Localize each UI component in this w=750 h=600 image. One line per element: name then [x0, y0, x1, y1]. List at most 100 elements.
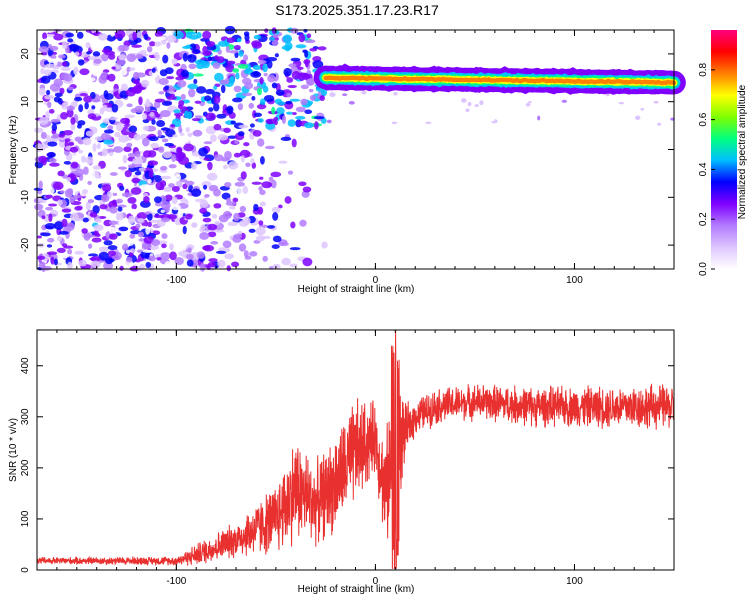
spectral-cell [132, 31, 138, 41]
spectral-cell [119, 185, 125, 191]
spectral-cell [244, 82, 254, 90]
spectral-cell [92, 205, 100, 214]
spectral-cell [140, 251, 150, 259]
spectral-cell [253, 112, 263, 118]
spectral-cell [67, 38, 74, 43]
spectral-cell [79, 93, 88, 97]
spectral-cell [297, 66, 304, 70]
spectral-cell [210, 241, 219, 245]
spectral-cell [50, 54, 57, 60]
spectral-cell [127, 164, 136, 169]
spectral-cell [104, 50, 116, 56]
spectral-cell [249, 251, 258, 257]
spectral-cell [271, 206, 281, 213]
snr-ticks: -100 0 100 0 100 200 300 400 [20, 330, 675, 587]
spectral-cell [290, 57, 301, 62]
spectral-cell [181, 244, 187, 251]
spectral-cell [158, 78, 169, 86]
spectral-cell [103, 90, 109, 98]
spectral-cell [85, 130, 94, 137]
spectral-cell [259, 98, 266, 105]
spectral-cell [213, 94, 221, 104]
spectral-cell [101, 71, 108, 78]
spectral-cell [461, 98, 467, 103]
spectral-cell [147, 178, 152, 184]
spectral-cell [275, 89, 285, 96]
spectral-cell [185, 31, 192, 39]
spectral-cell [125, 256, 133, 263]
spectral-cell [59, 87, 65, 95]
spectral-cell [90, 260, 101, 269]
spectral-cell [250, 158, 255, 164]
spectral-cell [303, 28, 308, 33]
spectral-cell [304, 122, 314, 129]
spectral-cell [178, 210, 184, 218]
spectral-cell [61, 102, 68, 110]
spectral-cell [321, 241, 328, 249]
spectral-cell [161, 243, 167, 249]
spectral-cell [91, 237, 102, 243]
spectral-cell [160, 165, 168, 171]
spectral-cell [127, 196, 137, 204]
spectral-cell [191, 222, 198, 228]
spectral-cell [202, 30, 212, 40]
spectral-cell [93, 58, 102, 64]
spectral-cell [281, 115, 286, 125]
spectral-cell [212, 62, 221, 70]
spectral-cell [115, 198, 124, 204]
spectral-cell [53, 258, 58, 266]
spectral-cell [252, 130, 262, 137]
spectral-cell [53, 221, 64, 230]
spectral-cell [257, 206, 264, 215]
spectral-cell [169, 243, 174, 251]
spectral-cell [426, 109, 432, 114]
spectral-cell [535, 96, 543, 101]
spectral-cell [180, 69, 189, 78]
spectral-cell [37, 102, 47, 109]
spectral-cell [61, 208, 72, 213]
spectral-cell [66, 177, 72, 182]
spectral-cell [44, 69, 52, 76]
spectral-cell [207, 261, 216, 268]
spectral-cell [103, 129, 114, 134]
spectral-cell [239, 205, 247, 213]
spectral-cell [82, 189, 89, 194]
spectral-cell [658, 112, 664, 117]
spectral-cell [206, 41, 216, 48]
spectral-cell [126, 66, 131, 72]
spectral-cell [264, 145, 275, 150]
spectral-cell [291, 138, 297, 148]
spectral-cell [213, 103, 220, 112]
colorbar-tick-label: 0.8 [698, 62, 709, 76]
spectral-cell [151, 119, 156, 125]
spectral-cell [126, 142, 133, 148]
spectral-cell [236, 37, 242, 43]
spectral-cell [187, 111, 193, 120]
spectral-cell [121, 192, 133, 198]
spectral-cell [74, 96, 83, 102]
spectral-cell [74, 51, 80, 57]
spectral-cell [38, 261, 46, 268]
spectral-cell [45, 194, 53, 199]
spectral-cell [193, 73, 204, 77]
spectral-cell [108, 220, 118, 225]
spectral-cell [214, 55, 219, 60]
spectral-cell [80, 76, 86, 82]
spectral-cell [263, 72, 268, 77]
spectral-cell [147, 160, 159, 166]
spectral-cell [38, 46, 50, 53]
spectral-cell [178, 250, 189, 257]
spectral-cell [164, 194, 173, 202]
spectral-cell [130, 208, 137, 216]
spectral-cell [88, 253, 98, 257]
spectral-cell [199, 232, 210, 240]
spectral-cell [270, 179, 277, 189]
x-tick-label: 100 [566, 576, 583, 587]
spectral-cell [131, 203, 137, 210]
y-tick-label: -20 [20, 237, 31, 252]
spectral-cell [49, 45, 59, 51]
spectral-cell [59, 190, 65, 194]
spectral-cell [228, 205, 236, 210]
y-tick-label: 200 [20, 459, 31, 476]
